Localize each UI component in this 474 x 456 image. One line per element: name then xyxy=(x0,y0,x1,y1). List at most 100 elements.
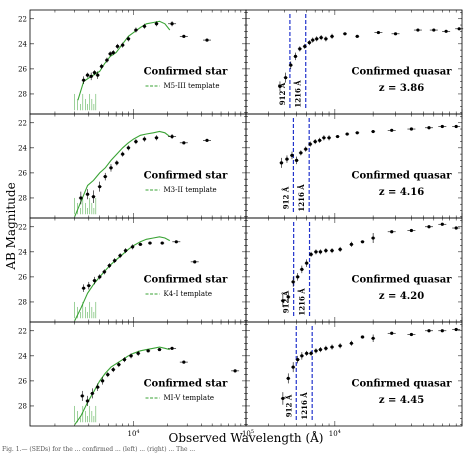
data-point xyxy=(100,379,105,383)
data-point xyxy=(390,331,394,335)
data-point xyxy=(309,351,313,355)
data-point xyxy=(182,34,186,38)
data-point xyxy=(79,196,83,200)
data-point xyxy=(170,134,174,139)
data-point xyxy=(308,142,312,146)
data-point xyxy=(87,284,91,288)
data-point xyxy=(303,44,307,48)
data-point xyxy=(281,299,285,303)
panel-title: Confirmed star xyxy=(144,274,229,285)
y-tick-label: 28 xyxy=(18,298,27,306)
data-point xyxy=(335,134,340,139)
data-point xyxy=(349,341,354,345)
lyman-label: 912 Å xyxy=(282,290,291,313)
data-point xyxy=(330,248,334,253)
data-point xyxy=(409,127,414,131)
data-point xyxy=(98,185,102,189)
data-point xyxy=(393,32,398,36)
data-point xyxy=(92,71,97,75)
data-point xyxy=(109,166,113,170)
data-point xyxy=(148,241,152,245)
template-spectrum-line xyxy=(74,130,171,217)
panel-frame xyxy=(29,113,247,219)
data-point xyxy=(355,131,359,135)
data-point xyxy=(284,76,288,80)
data-point xyxy=(115,44,120,48)
data-point xyxy=(115,161,119,165)
data-point xyxy=(170,22,174,26)
data-point xyxy=(343,32,347,36)
data-point xyxy=(291,365,295,369)
data-point xyxy=(290,153,294,157)
data-point xyxy=(154,136,159,140)
panel-star-2: 22 24 26 28 Confirmed star M3-II template xyxy=(18,113,247,219)
legend-entry: K4-I template xyxy=(164,290,212,298)
data-point xyxy=(427,225,431,229)
data-point xyxy=(313,139,317,144)
data-point xyxy=(338,247,342,251)
data-point xyxy=(390,128,394,132)
data-point xyxy=(371,236,375,240)
data-point xyxy=(360,240,365,244)
x-tick-label: 105 xyxy=(242,429,254,438)
template-spectrum-line xyxy=(74,236,171,321)
data-point xyxy=(294,158,299,162)
data-point xyxy=(427,329,431,333)
data-point xyxy=(108,52,112,56)
y-tick-label: 22 xyxy=(18,119,27,127)
data-point xyxy=(103,175,107,179)
data-point xyxy=(170,346,174,350)
panel-grid: 22 24 26 28 Confirmed star M5-III template 912… xyxy=(18,9,464,438)
data-point xyxy=(80,394,84,398)
data-point xyxy=(300,354,304,358)
data-point xyxy=(327,136,331,140)
lyman-label: 1216 Å xyxy=(297,184,306,212)
redshift-label: z = 4.16 xyxy=(379,187,424,198)
data-point xyxy=(409,228,414,233)
data-point xyxy=(142,24,147,28)
data-point xyxy=(82,286,86,290)
lyman-label: 912 Å xyxy=(281,186,290,209)
data-point xyxy=(105,58,109,62)
data-point xyxy=(330,34,334,38)
y-tick-label: 26 xyxy=(18,65,27,73)
x-tick-label: 104 xyxy=(329,429,341,438)
data-point xyxy=(281,396,285,401)
data-point xyxy=(113,259,117,263)
data-point xyxy=(138,242,142,246)
data-point xyxy=(457,27,461,31)
data-point xyxy=(440,124,444,129)
data-point xyxy=(154,22,159,26)
lyman-label: 1216 Å xyxy=(298,288,307,316)
lyman-label: 1216 Å xyxy=(300,392,309,420)
data-point xyxy=(289,63,293,67)
data-point xyxy=(376,30,380,35)
data-point xyxy=(85,192,90,196)
data-point xyxy=(318,250,323,254)
panel-frame xyxy=(245,113,463,219)
redshift-label: z = 4.45 xyxy=(379,395,424,406)
data-point xyxy=(298,47,302,51)
y-tick-label: 22 xyxy=(18,15,27,23)
data-point xyxy=(129,354,133,358)
data-point xyxy=(286,376,290,380)
data-point xyxy=(324,37,328,41)
data-point xyxy=(122,357,127,362)
data-point xyxy=(454,226,458,230)
data-point xyxy=(118,253,122,258)
panel-quasar-4: 104 105 912 Å 1216 Å Confirmed quasar z = 4.4… xyxy=(242,321,463,438)
data-point xyxy=(157,347,162,352)
data-point xyxy=(233,369,237,373)
data-point xyxy=(90,391,94,396)
data-point xyxy=(390,230,394,234)
data-point xyxy=(371,129,375,134)
data-point xyxy=(311,38,315,42)
data-point xyxy=(111,368,115,372)
panel-title: Confirmed star xyxy=(144,378,229,389)
panel-frame xyxy=(29,321,247,427)
panel-frame xyxy=(245,321,463,427)
data-point xyxy=(444,29,448,33)
data-point xyxy=(322,136,326,140)
data-point xyxy=(89,74,93,79)
data-point xyxy=(409,332,414,337)
